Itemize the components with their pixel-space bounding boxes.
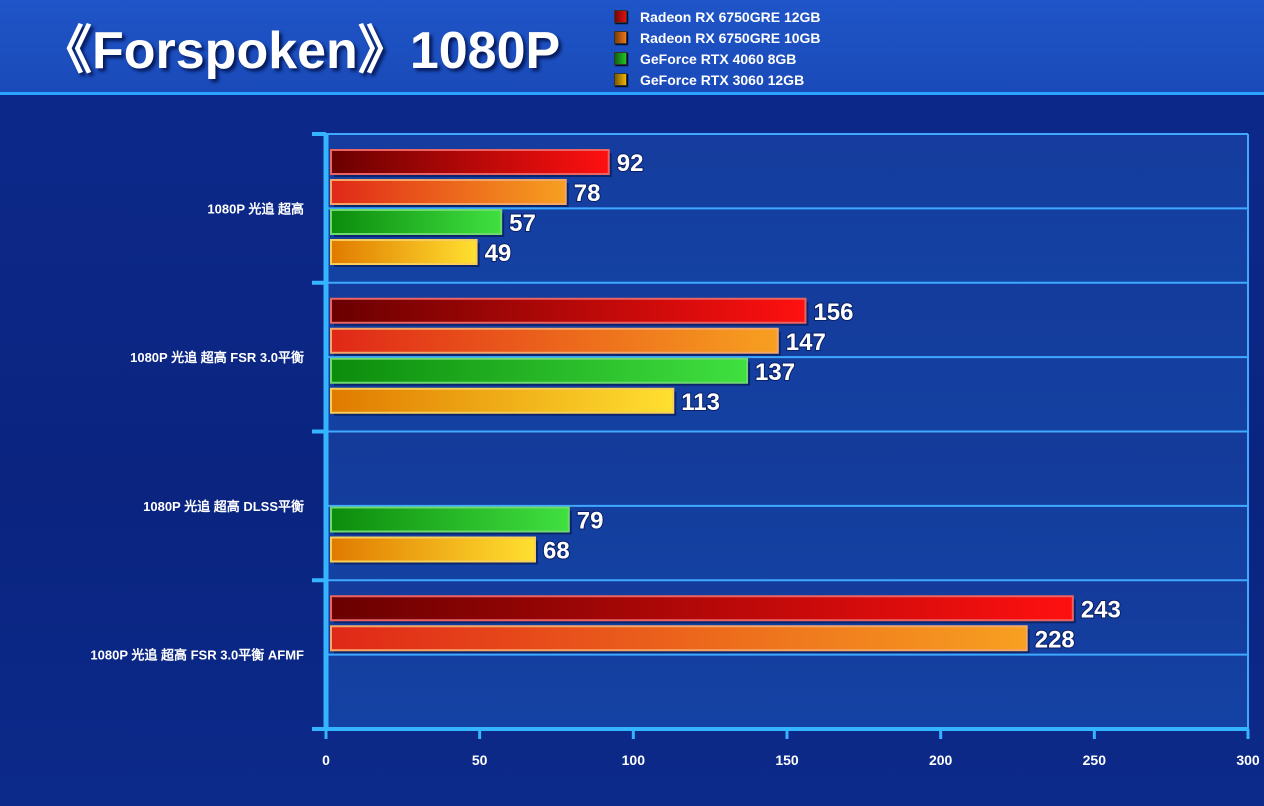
- bar: [330, 239, 478, 265]
- bar: [330, 327, 779, 354]
- x-tick-label: 250: [1083, 752, 1107, 768]
- legend-swatch-icon: [614, 10, 627, 23]
- legend-swatch-icon: [614, 31, 627, 44]
- category-label: 1080P 光追 超高 DLSS平衡: [143, 499, 304, 514]
- data-label: 92: [617, 150, 644, 177]
- data-label: 147: [786, 329, 826, 356]
- x-tick-label: 200: [929, 752, 953, 768]
- x-tick-label: 100: [622, 752, 646, 768]
- legend-swatch-icon: [614, 52, 627, 65]
- legend-label: Radeon RX 6750GRE 12GB: [640, 8, 821, 25]
- legend-label: GeForce RTX 4060 8GB: [640, 50, 797, 67]
- chart-header: 《Forspoken》1080P Radeon RX 6750GRE 12GB …: [0, 0, 1264, 95]
- legend-label: Radeon RX 6750GRE 10GB: [640, 29, 821, 46]
- legend-item: Radeon RX 6750GRE 12GB: [614, 6, 821, 27]
- legend-label: GeForce RTX 3060 12GB: [640, 71, 805, 88]
- data-label: 243: [1081, 596, 1121, 623]
- bar: [330, 387, 675, 414]
- chart-title: 《Forspoken》1080P: [40, 22, 561, 80]
- x-tick-label: 0: [322, 752, 330, 768]
- legend-item: GeForce RTX 4060 8GB: [614, 48, 821, 69]
- category-label: 1080P 光追 超高 FSR 3.0平衡 AFMF: [90, 648, 304, 663]
- data-label: 156: [813, 299, 853, 326]
- bar: [330, 297, 807, 324]
- legend: Radeon RX 6750GRE 12GB Radeon RX 6750GRE…: [614, 6, 821, 90]
- x-tick-label: 150: [775, 752, 799, 768]
- bar: [330, 209, 503, 235]
- bar: [330, 179, 567, 205]
- data-label: 79: [577, 508, 604, 535]
- legend-swatch-icon: [614, 73, 627, 86]
- bar: [330, 357, 749, 384]
- data-label: 228: [1035, 626, 1075, 653]
- bar: [330, 149, 610, 175]
- category-label: 1080P 光追 超高 FSR 3.0平衡: [130, 350, 304, 365]
- legend-item: Radeon RX 6750GRE 10GB: [614, 27, 821, 48]
- data-label: 137: [755, 359, 795, 386]
- data-label: 49: [485, 240, 512, 267]
- bar: [330, 625, 1028, 652]
- data-label: 68: [543, 538, 570, 565]
- bar: [330, 595, 1074, 622]
- bar: [330, 536, 536, 563]
- data-label: 57: [509, 210, 536, 237]
- bar: [330, 506, 570, 533]
- data-label: 78: [574, 180, 601, 207]
- category-label: 1080P 光追 超高: [207, 201, 304, 216]
- x-tick-label: 50: [472, 752, 488, 768]
- legend-item: GeForce RTX 3060 12GB: [614, 69, 821, 90]
- data-label: 113: [681, 389, 720, 416]
- x-tick-label: 300: [1236, 752, 1260, 768]
